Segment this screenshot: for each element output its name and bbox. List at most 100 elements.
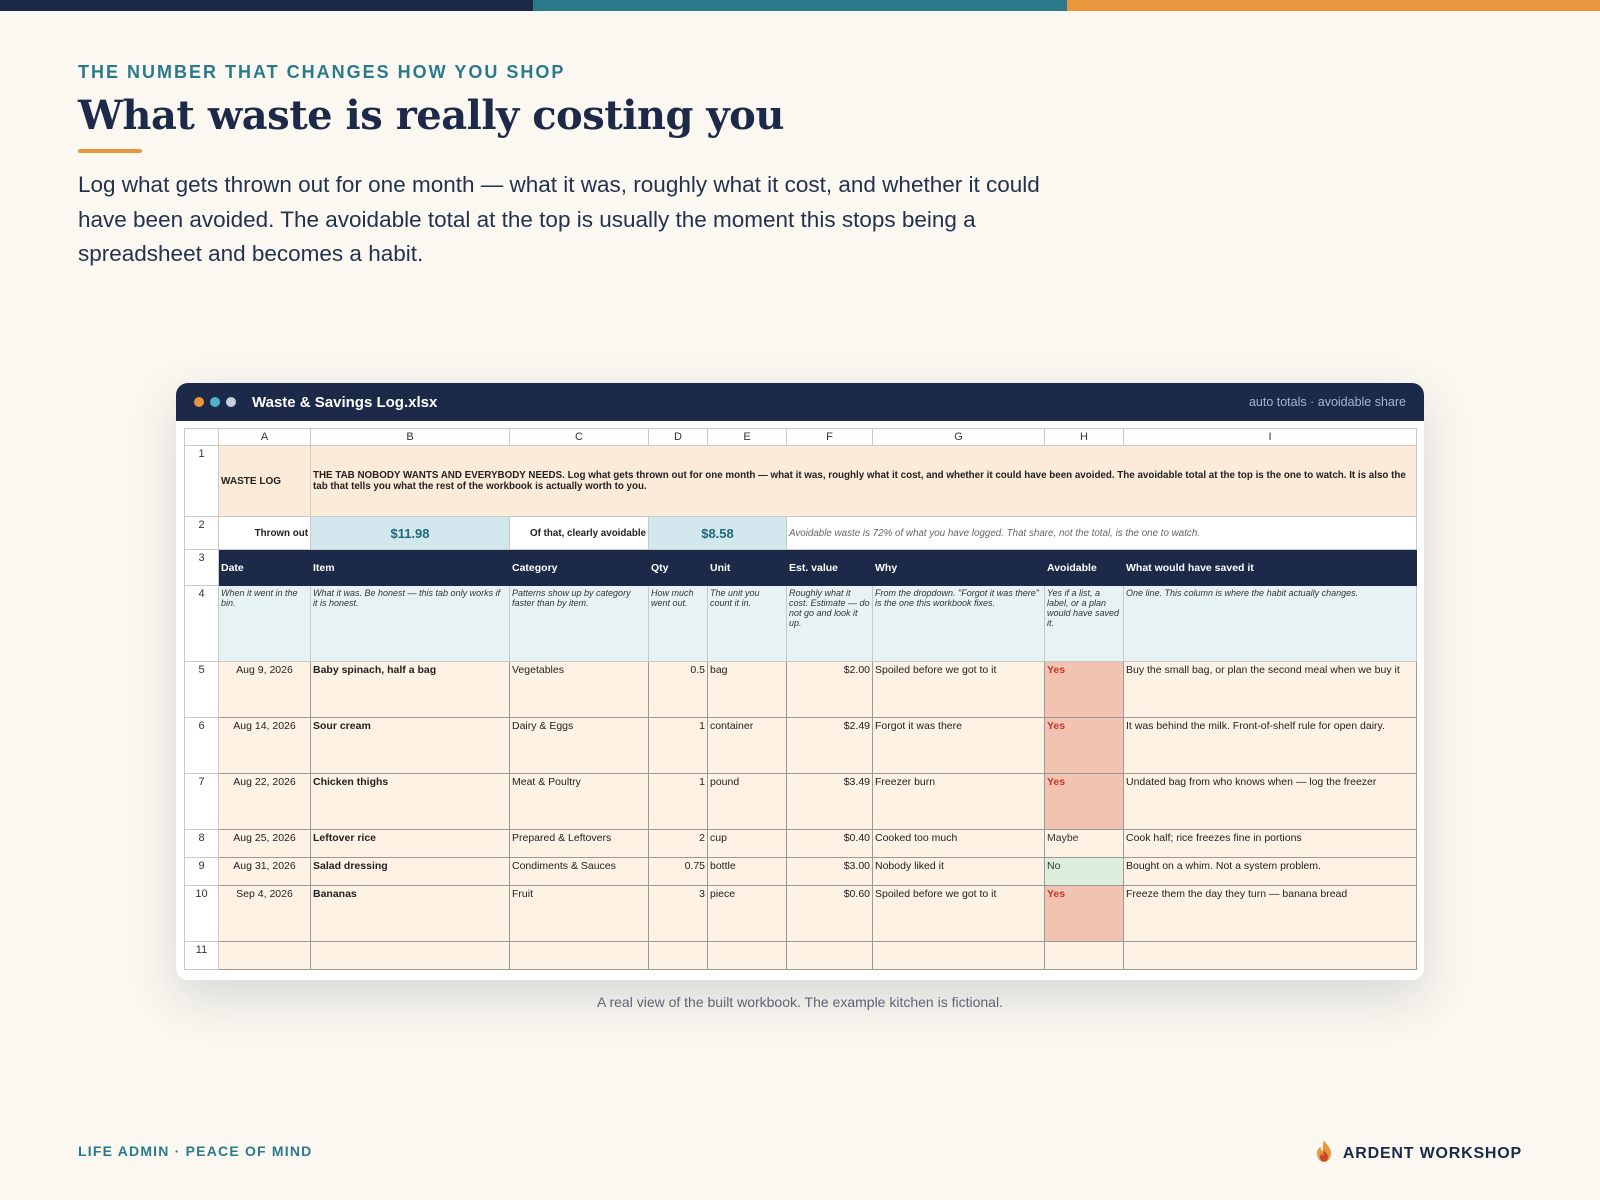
- qty-cell[interactable]: 0.75: [649, 858, 708, 886]
- date-cell[interactable]: Aug 31, 2026: [219, 858, 311, 886]
- row-number[interactable]: 6: [185, 718, 219, 774]
- category-cell[interactable]: Prepared & Leftovers: [510, 830, 649, 858]
- tab-name-cell[interactable]: WASTE LOG: [219, 446, 311, 517]
- avoidable-cell[interactable]: Yes: [1045, 718, 1124, 774]
- empty-cell[interactable]: [510, 942, 649, 970]
- avoidable-cell[interactable]: Yes: [1045, 774, 1124, 830]
- row-number[interactable]: 4: [185, 586, 219, 662]
- why-cell[interactable]: Cooked too much: [873, 830, 1045, 858]
- qty-cell[interactable]: 2: [649, 830, 708, 858]
- why-cell[interactable]: Forgot it was there: [873, 718, 1045, 774]
- unit-cell[interactable]: bag: [708, 662, 787, 718]
- row-number[interactable]: 9: [185, 858, 219, 886]
- hint-cell[interactable]: From the dropdown. "Forgot it was there"…: [873, 586, 1045, 662]
- item-cell[interactable]: Salad dressing: [311, 858, 510, 886]
- tab-description-cell[interactable]: THE TAB NOBODY WANTS AND EVERYBODY NEEDS…: [311, 446, 1417, 517]
- unit-cell[interactable]: piece: [708, 886, 787, 942]
- date-cell[interactable]: Aug 22, 2026: [219, 774, 311, 830]
- saved-cell[interactable]: Bought on a whim. Not a system problem.: [1124, 858, 1417, 886]
- row-number[interactable]: 3: [185, 550, 219, 586]
- header-saved[interactable]: What would have saved it: [1124, 550, 1417, 586]
- column-header[interactable]: C: [510, 429, 649, 446]
- row-number[interactable]: 5: [185, 662, 219, 718]
- row-number[interactable]: 11: [185, 942, 219, 970]
- saved-cell[interactable]: Cook half; rice freezes fine in portions: [1124, 830, 1417, 858]
- header-why[interactable]: Why: [873, 550, 1045, 586]
- unit-cell[interactable]: bottle: [708, 858, 787, 886]
- avoidable-cell[interactable]: Maybe: [1045, 830, 1124, 858]
- why-cell[interactable]: Spoiled before we got to it: [873, 886, 1045, 942]
- why-cell[interactable]: Freezer burn: [873, 774, 1045, 830]
- why-cell[interactable]: Nobody liked it: [873, 858, 1045, 886]
- column-header[interactable]: H: [1045, 429, 1124, 446]
- header-avoidable[interactable]: Avoidable: [1045, 550, 1124, 586]
- unit-cell[interactable]: cup: [708, 830, 787, 858]
- empty-cell[interactable]: [873, 942, 1045, 970]
- column-header[interactable]: F: [787, 429, 873, 446]
- empty-cell[interactable]: [708, 942, 787, 970]
- qty-cell[interactable]: 3: [649, 886, 708, 942]
- corner-cell[interactable]: [185, 429, 219, 446]
- avoidable-cell[interactable]: Yes: [1045, 886, 1124, 942]
- footer-brand[interactable]: ARDENT WORKSHOP: [1313, 1139, 1522, 1168]
- column-header[interactable]: B: [311, 429, 510, 446]
- column-header[interactable]: I: [1124, 429, 1417, 446]
- hint-cell[interactable]: When it went in the bin.: [219, 586, 311, 662]
- category-cell[interactable]: Fruit: [510, 886, 649, 942]
- avoidable-total[interactable]: $8.58: [649, 517, 787, 550]
- item-cell[interactable]: Sour cream: [311, 718, 510, 774]
- header-qty[interactable]: Qty: [649, 550, 708, 586]
- column-header[interactable]: G: [873, 429, 1045, 446]
- hint-cell[interactable]: Yes if a list, a label, or a plan would …: [1045, 586, 1124, 662]
- hint-cell[interactable]: Roughly what it cost. Estimate — do not …: [787, 586, 873, 662]
- category-cell[interactable]: Vegetables: [510, 662, 649, 718]
- avoidable-label[interactable]: Of that, clearly avoidable: [510, 517, 649, 550]
- column-header[interactable]: E: [708, 429, 787, 446]
- header-item[interactable]: Item: [311, 550, 510, 586]
- item-cell[interactable]: Baby spinach, half a bag: [311, 662, 510, 718]
- window-dot-orange[interactable]: [194, 397, 204, 407]
- qty-cell[interactable]: 1: [649, 774, 708, 830]
- value-cell[interactable]: $3.49: [787, 774, 873, 830]
- header-est-value[interactable]: Est. value: [787, 550, 873, 586]
- value-cell[interactable]: $3.00: [787, 858, 873, 886]
- hint-cell[interactable]: Patterns show up by category faster than…: [510, 586, 649, 662]
- date-cell[interactable]: Aug 9, 2026: [219, 662, 311, 718]
- hint-cell[interactable]: How much went out.: [649, 586, 708, 662]
- value-cell[interactable]: $2.00: [787, 662, 873, 718]
- header-date[interactable]: Date: [219, 550, 311, 586]
- row-number[interactable]: 7: [185, 774, 219, 830]
- saved-cell[interactable]: Undated bag from who knows when — log th…: [1124, 774, 1417, 830]
- item-cell[interactable]: Leftover rice: [311, 830, 510, 858]
- value-cell[interactable]: $2.49: [787, 718, 873, 774]
- category-cell[interactable]: Meat & Poultry: [510, 774, 649, 830]
- hint-cell[interactable]: One line. This column is where the habit…: [1124, 586, 1417, 662]
- saved-cell[interactable]: Freeze them the day they turn — banana b…: [1124, 886, 1417, 942]
- empty-cell[interactable]: [311, 942, 510, 970]
- saved-cell[interactable]: It was behind the milk. Front-of-shelf r…: [1124, 718, 1417, 774]
- empty-cell[interactable]: [787, 942, 873, 970]
- item-cell[interactable]: Bananas: [311, 886, 510, 942]
- column-header[interactable]: D: [649, 429, 708, 446]
- row-number[interactable]: 10: [185, 886, 219, 942]
- hint-cell[interactable]: What it was. Be honest — this tab only w…: [311, 586, 510, 662]
- row-number[interactable]: 1: [185, 446, 219, 517]
- qty-cell[interactable]: 0.5: [649, 662, 708, 718]
- date-cell[interactable]: Aug 25, 2026: [219, 830, 311, 858]
- date-cell[interactable]: Sep 4, 2026: [219, 886, 311, 942]
- unit-cell[interactable]: pound: [708, 774, 787, 830]
- row-number[interactable]: 8: [185, 830, 219, 858]
- header-category[interactable]: Category: [510, 550, 649, 586]
- empty-cell[interactable]: [649, 942, 708, 970]
- empty-cell[interactable]: [219, 942, 311, 970]
- header-unit[interactable]: Unit: [708, 550, 787, 586]
- window-dot-teal[interactable]: [210, 397, 220, 407]
- window-dot-grey[interactable]: [226, 397, 236, 407]
- hint-cell[interactable]: The unit you count it in.: [708, 586, 787, 662]
- column-header[interactable]: A: [219, 429, 311, 446]
- item-cell[interactable]: Chicken thighs: [311, 774, 510, 830]
- category-cell[interactable]: Dairy & Eggs: [510, 718, 649, 774]
- avoidable-share-note[interactable]: Avoidable waste is 72% of what you have …: [787, 517, 1417, 550]
- qty-cell[interactable]: 1: [649, 718, 708, 774]
- empty-cell[interactable]: [1124, 942, 1417, 970]
